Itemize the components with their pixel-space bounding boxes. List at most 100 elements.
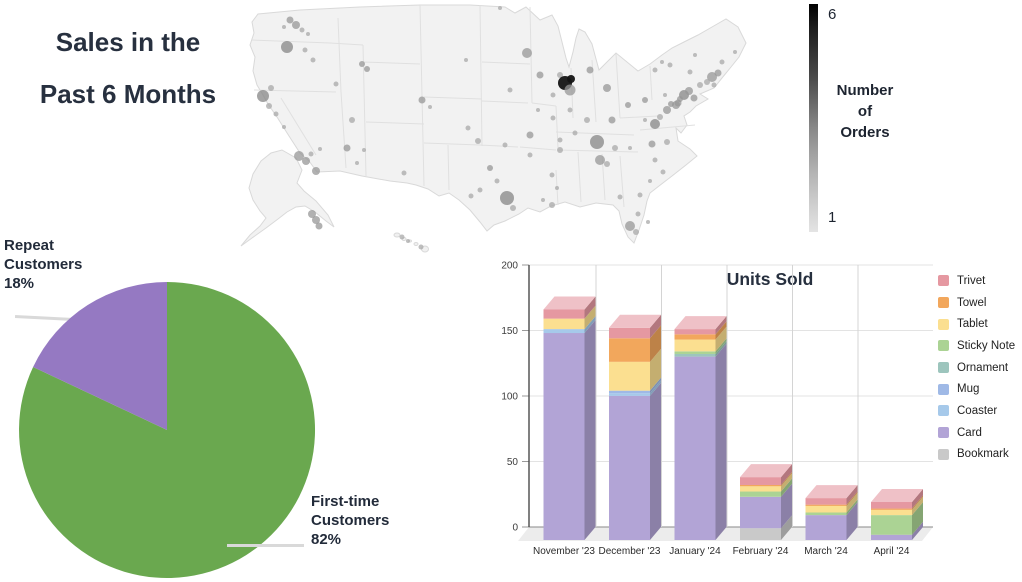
x-axis-label-6: April '24 bbox=[874, 546, 910, 557]
order-bubble bbox=[257, 90, 269, 102]
order-bubble bbox=[557, 72, 563, 78]
legend-item-card: Card bbox=[938, 422, 1015, 444]
legend-swatch-ornament bbox=[938, 362, 949, 374]
order-bubble bbox=[714, 69, 722, 77]
bar-segment-side-sticky-note bbox=[715, 338, 727, 354]
order-bubble bbox=[498, 6, 502, 10]
order-bubble bbox=[617, 194, 623, 200]
order-bubble bbox=[557, 137, 563, 143]
bar-segment-side-card bbox=[781, 483, 792, 529]
order-bubble bbox=[364, 66, 370, 72]
legend-item-bookmark: Bookmark bbox=[938, 444, 1015, 466]
bar-segment-side-towel bbox=[715, 321, 727, 340]
order-bubble bbox=[733, 50, 737, 54]
bar-segment-side-card bbox=[846, 502, 858, 540]
customer-pie-chart bbox=[19, 282, 316, 578]
order-bubble bbox=[526, 131, 534, 139]
bar-segment-card bbox=[674, 356, 716, 540]
order-bubble bbox=[677, 96, 683, 102]
order-bubble bbox=[349, 117, 355, 123]
bar-segment-ornament bbox=[674, 353, 716, 357]
bar-segment-towel bbox=[674, 334, 716, 340]
order-bubble bbox=[719, 59, 725, 65]
order-bubble bbox=[292, 21, 300, 29]
bar-segment-card bbox=[740, 496, 781, 529]
order-bubble bbox=[672, 101, 680, 109]
order-bubble bbox=[663, 93, 667, 97]
order-bubble bbox=[468, 193, 474, 199]
order-bubble bbox=[586, 66, 594, 74]
order-bubble bbox=[664, 139, 670, 145]
colorbar-min-label: 1 bbox=[828, 209, 837, 226]
order-bubble bbox=[557, 147, 563, 153]
order-bubble bbox=[564, 84, 576, 96]
pie-label-first-name: First-time Customers bbox=[311, 493, 390, 529]
bar-segment-trivet bbox=[740, 477, 781, 485]
order-bubbles-layer bbox=[257, 6, 737, 250]
stacked-bar-january-24 bbox=[674, 316, 727, 540]
y-axis-label-0: 0 bbox=[512, 523, 518, 534]
legend-item-towel: Towel bbox=[938, 292, 1015, 314]
order-bubble bbox=[266, 103, 272, 109]
order-bubble bbox=[646, 220, 650, 224]
bar-segment-top-trivet bbox=[674, 316, 727, 330]
x-axis-label-1: November '23 bbox=[533, 546, 595, 557]
pie-label-first-pct: 82% bbox=[311, 531, 342, 548]
order-bubble bbox=[657, 114, 663, 120]
us-mainland-shape bbox=[249, 4, 747, 244]
stacked-bar-february-24 bbox=[740, 464, 792, 540]
order-bubble bbox=[549, 202, 555, 208]
bar-segment-tablet bbox=[609, 361, 650, 391]
order-bubble bbox=[693, 53, 697, 57]
bar-segment-card bbox=[543, 333, 585, 540]
pie-leader-line-first-time bbox=[227, 544, 304, 547]
bar-segment-tablet bbox=[543, 318, 585, 330]
bar-segment-trivet bbox=[609, 327, 650, 339]
order-bubble bbox=[704, 79, 710, 85]
bar-segment-sticky-note bbox=[871, 515, 912, 535]
legend-label: Bookmark bbox=[957, 448, 1009, 461]
bar-segment-card bbox=[871, 534, 912, 540]
bar-segment-side-trivet bbox=[650, 314, 661, 339]
order-bubble bbox=[648, 140, 656, 148]
bar-segment-side-card bbox=[584, 320, 596, 540]
legend-item-mug: Mug bbox=[938, 378, 1015, 400]
legend-swatch-tablet bbox=[938, 318, 949, 330]
order-bubble bbox=[685, 87, 693, 95]
units-sold-bar-chart: 0 50 100 150 200 November '23 December '23 Janu… bbox=[501, 261, 933, 557]
order-bubble bbox=[464, 58, 468, 62]
bar-segment-side-card bbox=[912, 521, 923, 540]
order-bubble bbox=[652, 67, 658, 73]
order-bubble bbox=[428, 105, 432, 109]
order-bubble bbox=[399, 234, 405, 240]
order-bubble bbox=[572, 130, 578, 136]
bar-chart-title: Units Sold bbox=[726, 269, 814, 289]
order-bubble bbox=[268, 85, 274, 91]
bar-segment-side-tablet bbox=[715, 326, 727, 352]
legend-label: Ornament bbox=[957, 361, 1009, 374]
bar-segment-trivet bbox=[543, 309, 585, 319]
us-map-shapes bbox=[240, 4, 747, 253]
bar-segment-side-card bbox=[715, 343, 727, 540]
stacked-bar-december-23 bbox=[609, 314, 661, 540]
order-bubble bbox=[660, 60, 664, 64]
order-bubble bbox=[418, 96, 426, 104]
bar-segment-tablet bbox=[871, 509, 912, 516]
order-bubble bbox=[315, 222, 323, 230]
bar-segment-side-tablet bbox=[584, 305, 596, 330]
x-axis-label-5: March '24 bbox=[804, 546, 848, 557]
order-bubble bbox=[650, 119, 660, 129]
order-bubble bbox=[355, 161, 359, 165]
bar-segment-trivet bbox=[805, 498, 847, 505]
legend-label: Coaster bbox=[957, 404, 998, 417]
legend-label: Mug bbox=[957, 383, 980, 396]
order-bubble bbox=[604, 161, 610, 167]
bar-segment-coaster bbox=[543, 329, 585, 334]
legend-item-sticky-note: Sticky Note bbox=[938, 335, 1015, 357]
order-bubble bbox=[584, 117, 590, 123]
bar-segment-side-trivet bbox=[912, 489, 923, 509]
legend-label: Card bbox=[957, 426, 982, 439]
x-axis-label-4: February '24 bbox=[733, 546, 789, 557]
stacked-bar-november-23 bbox=[543, 296, 596, 540]
order-bubble bbox=[637, 192, 643, 198]
